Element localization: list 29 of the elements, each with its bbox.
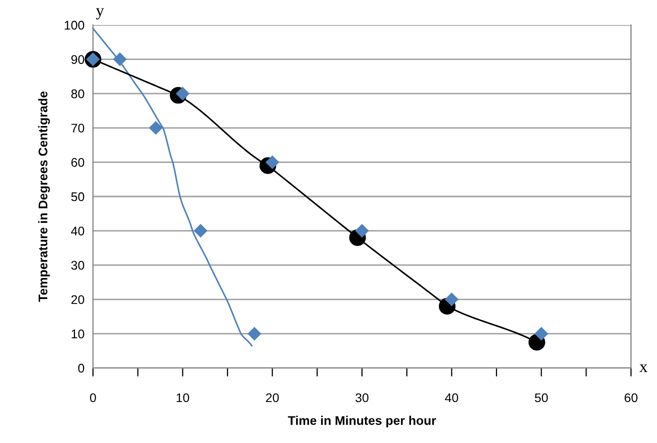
x-tick-label: 40 <box>445 393 458 402</box>
y-tick-label: 90 <box>71 55 84 64</box>
x-axis-title: Time in Minutes per hour <box>288 416 436 428</box>
y-tick-label: 10 <box>72 330 84 338</box>
y-tick-label: 20 <box>71 295 84 304</box>
y-tick-label: 60 <box>71 158 84 167</box>
y-tick-label: 100 <box>64 20 84 30</box>
x-tick-label: 20 <box>266 393 279 402</box>
text: y <box>96 8 104 20</box>
point <box>445 292 458 306</box>
x-tick-label: 0 <box>90 393 96 402</box>
x-tick-label: 30 <box>356 393 368 402</box>
x-tick-label: 50 <box>534 393 548 402</box>
point <box>355 224 369 238</box>
y-tick-label: 70 <box>71 124 84 133</box>
point <box>534 327 548 340</box>
y-tick-label: 30 <box>71 260 84 270</box>
point <box>194 224 208 238</box>
x-tick-label: 60 <box>624 393 638 402</box>
y-tick-label: 40 <box>71 226 84 236</box>
y-tick-label: 0 <box>78 364 84 373</box>
x-tick-label: 10 <box>176 393 190 402</box>
point <box>113 52 126 66</box>
text: x <box>639 364 648 372</box>
point <box>149 121 162 134</box>
point <box>248 327 261 340</box>
y-axis-title: Temperature in Degrees Centigrade <box>38 91 50 302</box>
y-tick-label: 80 <box>71 89 84 98</box>
y-tick-label: 50 <box>71 192 84 202</box>
